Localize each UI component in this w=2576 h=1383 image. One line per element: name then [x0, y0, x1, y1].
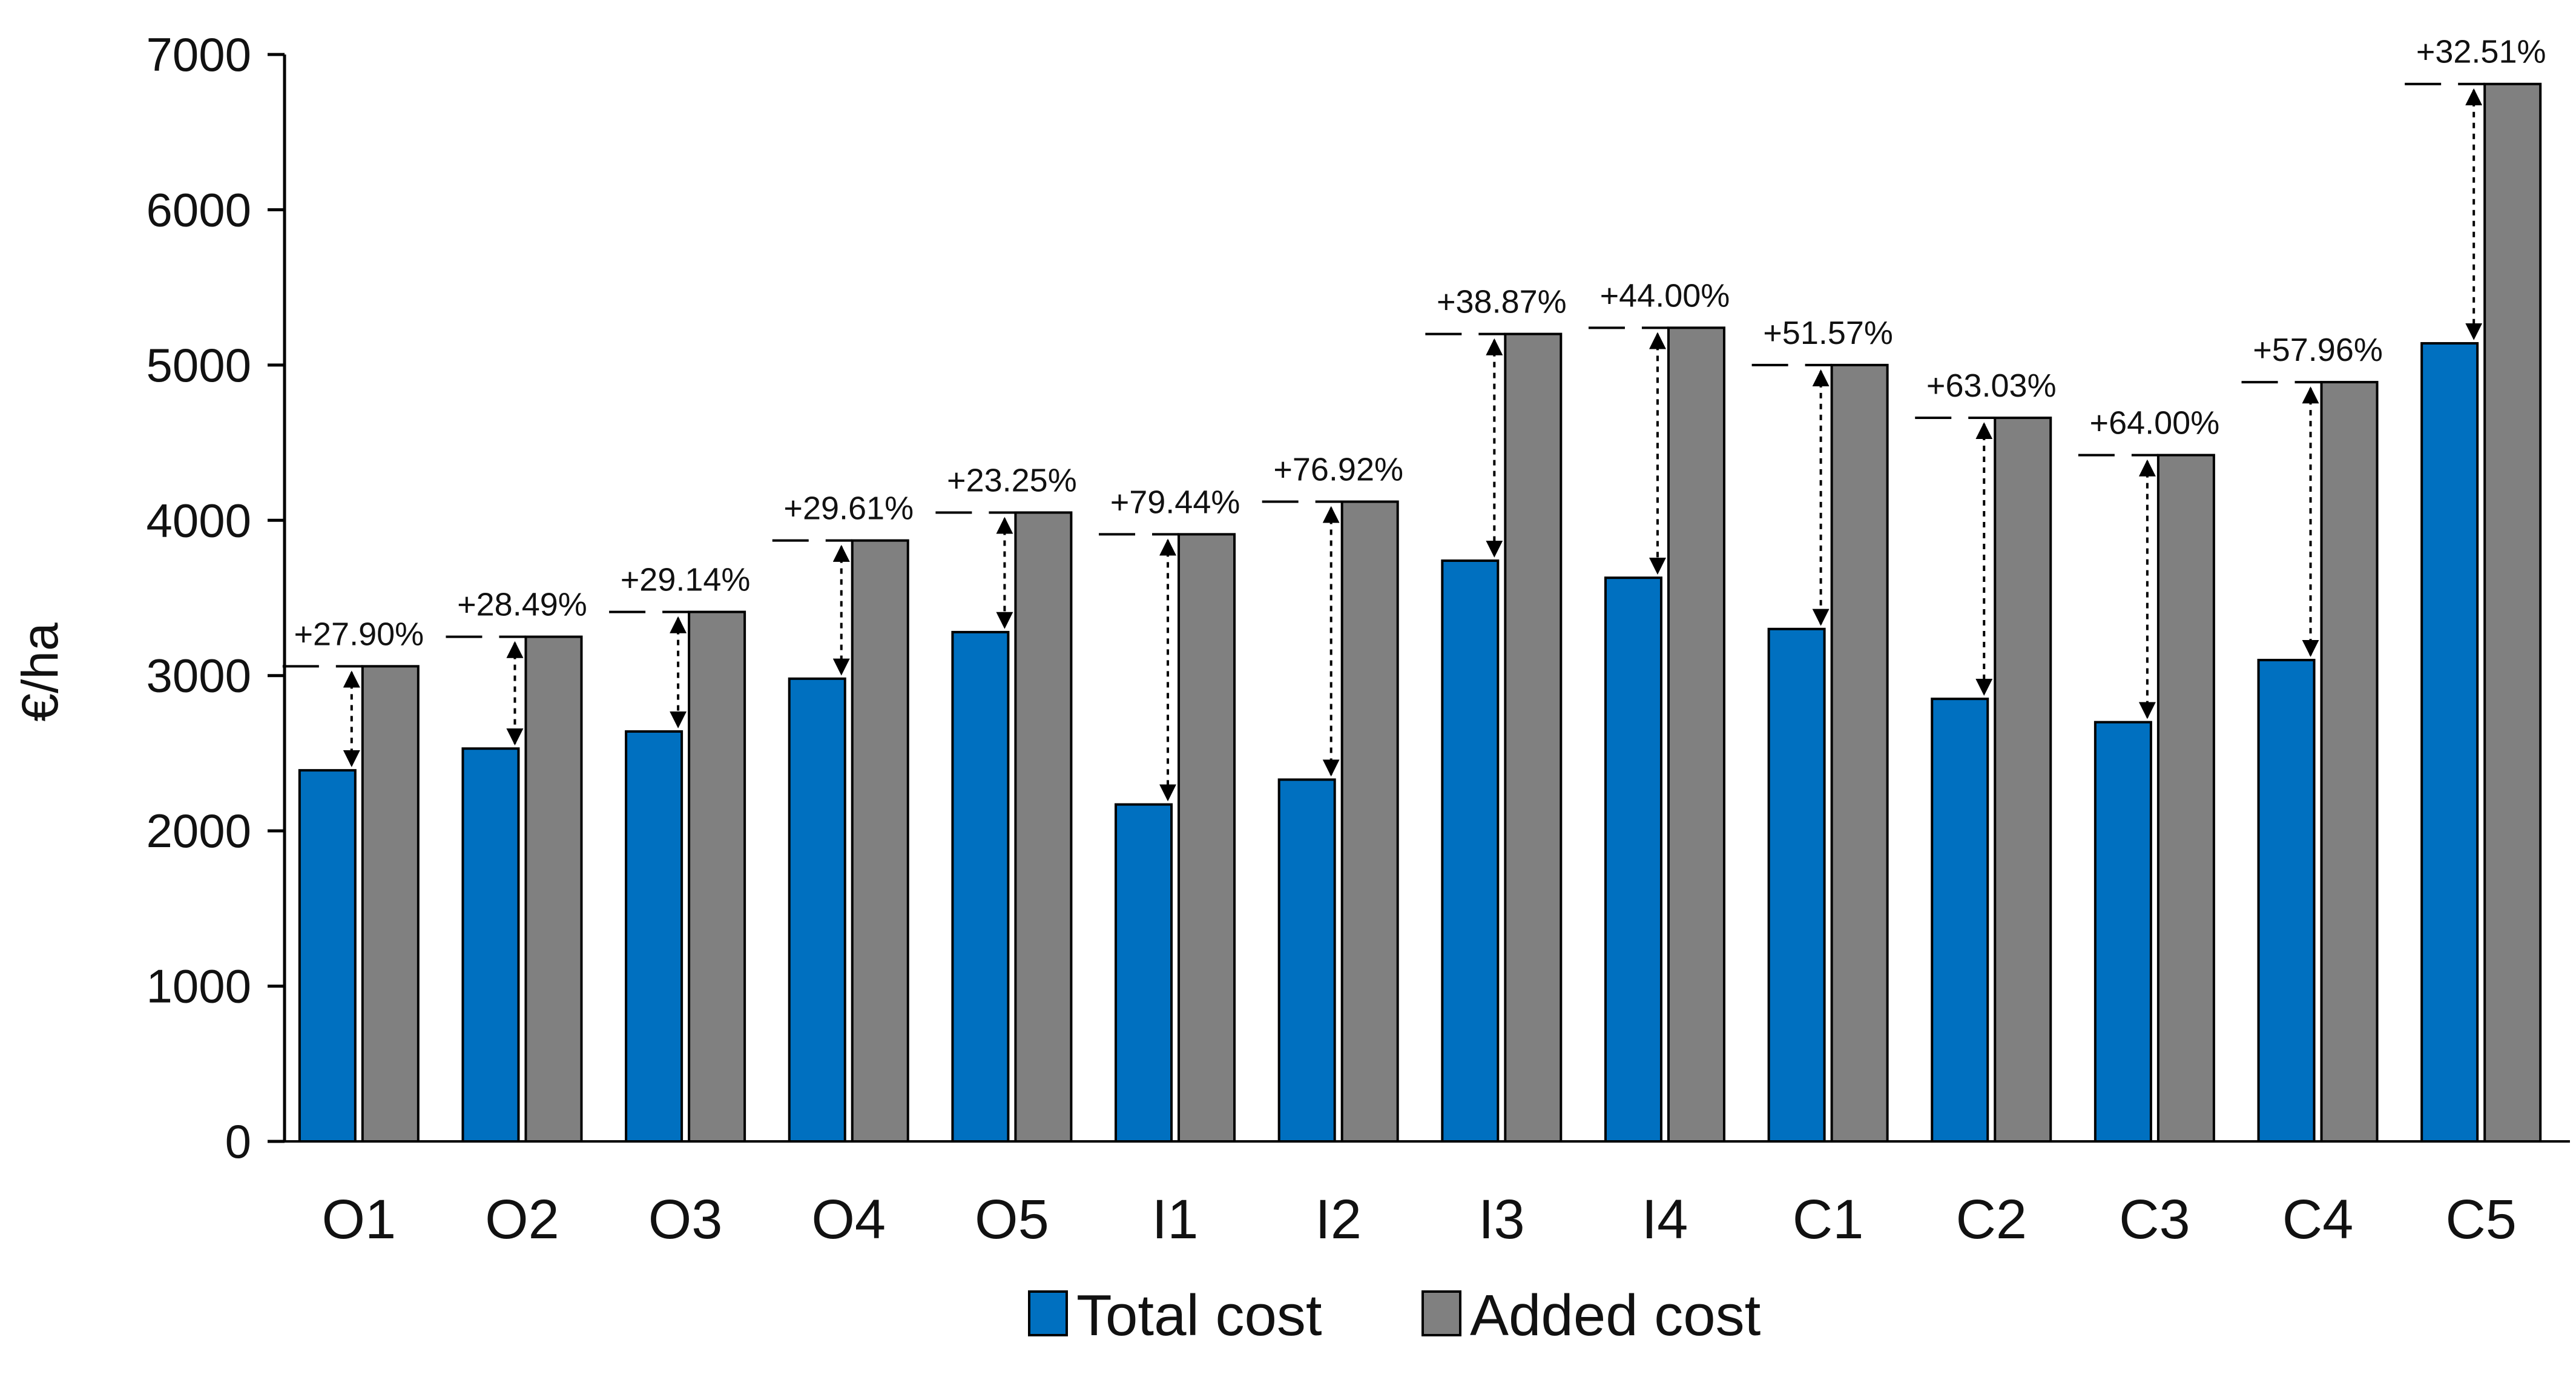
percent-increase-label: +29.61% — [783, 490, 914, 527]
x-tick-label: C5 — [2445, 1189, 2517, 1250]
bar-added-cost — [2156, 454, 2215, 1143]
y-tick-label: 4000 — [146, 493, 251, 547]
legend-label: Added cost — [1470, 1283, 1761, 1348]
x-tick-label: I4 — [1642, 1189, 1688, 1250]
bar-total-cost — [1604, 576, 1662, 1143]
x-tick-label: I3 — [1478, 1189, 1525, 1250]
bar-added-cost — [1014, 511, 1073, 1143]
y-tick-label: 5000 — [146, 338, 251, 392]
bar-total-cost — [1767, 627, 1826, 1143]
x-tick-label: C3 — [2119, 1189, 2190, 1250]
bar-total-cost — [461, 747, 520, 1143]
bar-added-cost — [1830, 363, 1889, 1143]
bar-added-cost — [688, 610, 746, 1143]
percent-increase-label: +28.49% — [457, 587, 587, 623]
bar-added-cost — [1994, 417, 2052, 1143]
y-tick-label: 3000 — [146, 649, 251, 702]
legend: Total cost Added cost — [1028, 1283, 1761, 1348]
bar-total-cost — [625, 730, 684, 1143]
bar-added-cost — [1667, 326, 1725, 1143]
y-tick-label: 7000 — [146, 28, 251, 81]
bar-added-cost — [524, 635, 583, 1143]
percent-increase-label: +29.14% — [621, 562, 751, 598]
plot-area: 0 1000 2000 3000 4000 5000 6000 7000 +27.90% O1 +2… — [146, 28, 2570, 1250]
x-tick-label: I2 — [1315, 1189, 1362, 1250]
y-tick-label: 0 — [225, 1115, 251, 1168]
percent-increase-label: +44.00% — [1600, 277, 1730, 314]
y-axis-title: €/ha — [12, 622, 68, 722]
percent-increase-label: +27.90% — [294, 616, 424, 652]
bar-total-cost — [1931, 698, 1989, 1143]
bar-total-cost — [298, 769, 357, 1143]
legend-swatch — [1028, 1290, 1068, 1336]
x-tick-label: O3 — [648, 1189, 723, 1250]
bar-total-cost — [2257, 659, 2316, 1143]
percent-increase-label: +63.03% — [1926, 368, 2057, 404]
x-tick-label: C2 — [1955, 1189, 2027, 1250]
percent-increase-label: +32.51% — [2416, 34, 2546, 70]
bar-added-cost — [2320, 381, 2379, 1143]
x-tick-label: C1 — [1793, 1189, 1864, 1250]
x-tick-label: O1 — [321, 1189, 396, 1250]
bar-total-cost — [2420, 342, 2479, 1143]
x-tick-label: O5 — [975, 1189, 1049, 1250]
bar-added-cost — [1340, 500, 1399, 1143]
percent-increase-label: +51.57% — [1763, 315, 1893, 351]
bar-total-cost — [788, 677, 846, 1143]
y-tick-label: 1000 — [146, 960, 251, 1013]
percent-increase-label: +57.96% — [2253, 332, 2383, 368]
bar-total-cost — [2093, 721, 2152, 1143]
bar-added-cost — [1178, 533, 1236, 1143]
bar-total-cost — [1441, 559, 1500, 1143]
y-tick-label: 2000 — [146, 804, 251, 857]
percent-increase-label: +23.25% — [947, 462, 1077, 498]
bar-added-cost — [361, 665, 420, 1143]
bar-total-cost — [951, 630, 1010, 1143]
bar-added-cost — [2483, 82, 2542, 1143]
x-tick-label: C4 — [2282, 1189, 2354, 1250]
bar-added-cost — [851, 539, 909, 1143]
legend-label: Total cost — [1076, 1283, 1322, 1348]
percent-increase-label: +38.87% — [1437, 284, 1567, 320]
percent-increase-label: +79.44% — [1110, 484, 1240, 520]
bar-total-cost — [1115, 803, 1173, 1143]
x-tick-label: O4 — [811, 1189, 886, 1250]
bar-total-cost — [1277, 778, 1336, 1143]
y-tick-label: 6000 — [146, 183, 251, 236]
legend-swatch — [1421, 1290, 1461, 1336]
percent-increase-label: +76.92% — [1273, 452, 1403, 488]
x-tick-label: I1 — [1152, 1189, 1199, 1250]
percent-increase-label: +64.00% — [2090, 405, 2220, 441]
x-tick-label: O2 — [485, 1189, 559, 1250]
bar-added-cost — [1504, 332, 1563, 1143]
